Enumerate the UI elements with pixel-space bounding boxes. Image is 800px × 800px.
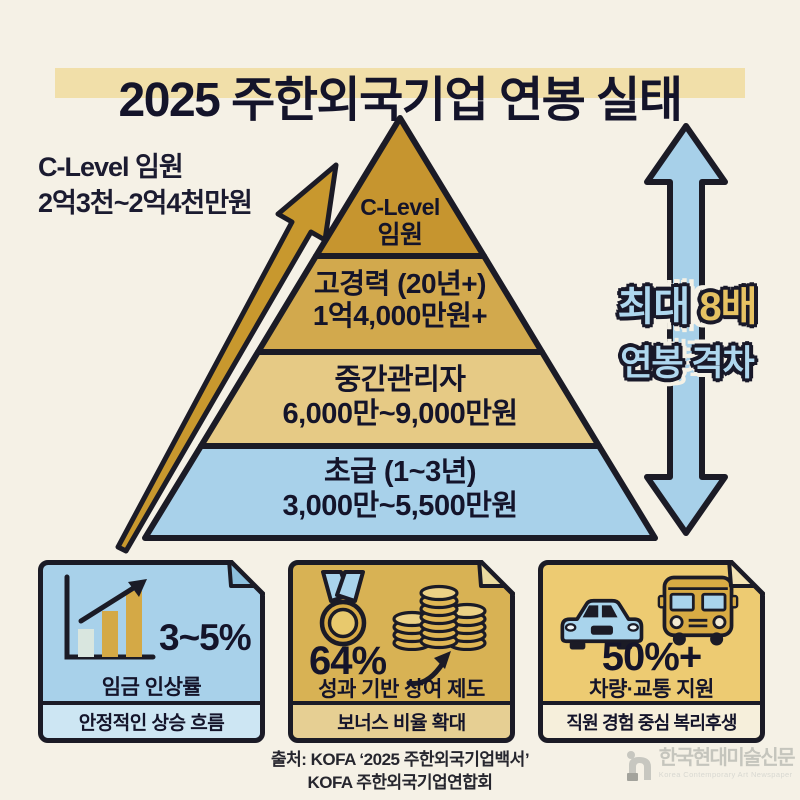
pyramid-label-senior: 고경력 (20년+) 1억4,000만원+	[312, 268, 488, 333]
publisher-name-block: 한국현대미술신문 Korea Contemporary Art Newspape…	[658, 747, 796, 779]
card-transport-label: 차량·교통 지원	[589, 678, 714, 701]
stat-cards-row: 3~5% 임금 인상률 안정적인 상승 흐름	[38, 560, 765, 743]
source-line1: 출처: KOFA ‘2025 주한외국기업백서’	[270, 750, 530, 769]
page-fold-icon	[726, 560, 765, 597]
car-icon	[560, 598, 644, 650]
card-bonus-body: 64% 성과 기반 상여 제도	[293, 565, 510, 701]
gap-badge-multiplier: 8배	[699, 285, 757, 329]
title-highlight-bar	[55, 68, 745, 98]
pyramid-label-senior-line1: 고경력 (20년+)	[314, 268, 486, 299]
publisher-name: 한국현대미술신문	[658, 747, 796, 769]
clevel-callout-line2: 2억3천~2억4천만원	[38, 187, 253, 218]
page-fold-icon	[226, 560, 265, 597]
pyramid-label-clevel: C-Level 임원	[360, 194, 440, 250]
pyramid-label-junior-line2: 3,000만~5,500만원	[282, 489, 518, 522]
pyramid-label-junior-line1: 초급 (1~3년)	[323, 456, 477, 488]
pyramid-label-clevel-line2: 임원	[377, 220, 423, 249]
source-citation: 출처: KOFA ‘2025 주한외국기업백서’ KOFA 주한외국기업연합회	[0, 749, 800, 795]
pyramid-label-clevel-line1: C-Level	[360, 194, 440, 220]
bar-chart-icon	[64, 574, 156, 660]
page-title: 2025 주한외국기업 연봉 실태	[118, 74, 683, 128]
card-bonus-label: 성과 기반 상여 제도	[318, 678, 485, 701]
card-wage-strip: 안정적인 상승 흐름	[43, 701, 260, 738]
card-wage-label: 임금 인상률	[101, 676, 202, 699]
card-wage-increase: 3~5% 임금 인상률 안정적인 상승 흐름	[38, 560, 265, 743]
pyramid-label-senior-line2: 1억4,000만원+	[312, 300, 488, 332]
clevel-callout-line1: C-Level 임원	[38, 152, 184, 182]
card-transport: 50%+ 차량·교통 지원 직원 경험 중심 복리후생	[538, 560, 765, 743]
card-bonus-stat: 64%	[309, 639, 387, 683]
salary-gap-badge: 최대 8배 연봉 격차	[592, 274, 782, 386]
pyramid-label-middle: 중간관리자 6,000만~9,000만원	[282, 364, 518, 431]
publisher-watermark: 한국현대미술신문 Korea Contemporary Art Newspape…	[625, 747, 796, 784]
medal-icon	[319, 570, 367, 647]
gap-badge-line2: 연봉 격차	[620, 344, 755, 383]
gap-badge-prefix: 최대	[617, 285, 700, 329]
double-arrow-icon	[644, 123, 728, 536]
gap-badge-line1: 최대 8배	[592, 274, 782, 332]
rising-gold-arrow-icon	[115, 162, 339, 554]
card-wage-increase-body: 3~5% 임금 인상률	[43, 565, 260, 701]
pyramid-label-middle-line2: 6,000만~9,000만원	[282, 397, 518, 430]
pyramid-label-middle-line1: 중간관리자	[334, 364, 466, 396]
page-fold-icon	[476, 560, 515, 597]
publisher-logo-icon	[626, 751, 651, 781]
card-bonus: 64% 성과 기반 상여 제도 보너스 비율 확대	[288, 560, 515, 743]
pyramid-level-junior	[142, 443, 658, 541]
card-transport-stat: 50%+	[601, 635, 702, 679]
source-line2: KOFA 주한외국기업연합회	[307, 772, 493, 792]
bus-icon	[657, 575, 739, 646]
pyramid-label-junior: 초급 (1~3년) 3,000만~5,500만원	[282, 456, 518, 523]
card-transport-strip: 직원 경험 중심 복리후생	[543, 701, 760, 738]
card-wage-stat: 3~5%	[159, 617, 252, 658]
publisher-subtitle: Korea Contemporary Art Newspaper	[658, 770, 793, 779]
growth-arrow-icon	[406, 651, 451, 687]
coins-icon	[392, 584, 487, 651]
clevel-callout: C-Level 임원 2억3천~2억4천만원	[38, 150, 253, 221]
card-transport-body: 50%+ 차량·교통 지원	[543, 565, 760, 701]
card-bonus-strip: 보너스 비율 확대	[293, 701, 510, 738]
